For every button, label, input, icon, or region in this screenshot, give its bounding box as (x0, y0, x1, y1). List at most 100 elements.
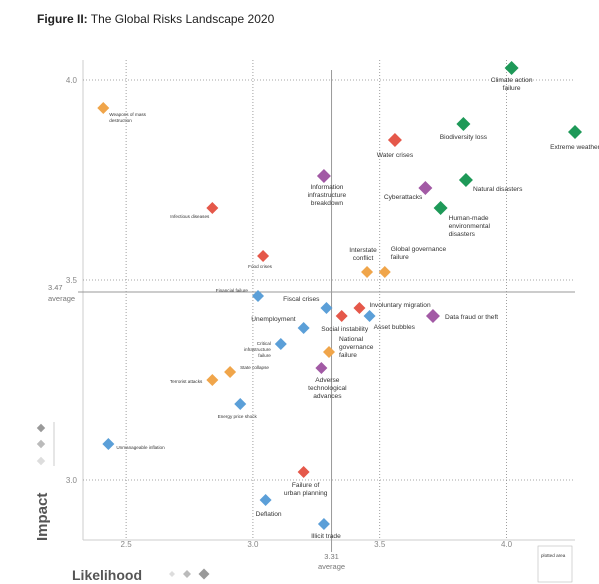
label-line: National (339, 336, 364, 343)
legend-likelihood-diamond (169, 571, 175, 577)
label-interstate-conflict: Interstate conflict (349, 247, 377, 262)
label-line: Illicit trade (311, 533, 341, 540)
point-interstate-conflict (361, 266, 374, 278)
label-line: Cyberattacks (384, 194, 423, 201)
x-average-label: 3.31 (324, 552, 339, 561)
x-tick-label: 3.5 (374, 540, 386, 549)
label-terrorist-attacks: Terrorist attacks (170, 379, 203, 384)
point-information-infrastructure-breakdown (316, 169, 331, 183)
point-human-made-environmental-disasters (433, 201, 448, 215)
label-line: Weapons of mass (109, 112, 146, 117)
label-line: infrastructure (244, 347, 271, 352)
label-critical-infrastructure-failure: Critical infrastructure failure (244, 341, 271, 358)
label-state-collapse: State collapse (240, 365, 269, 370)
point-illicit-trade (317, 518, 330, 530)
figure-title-text: The Global Risks Landscape 2020 (90, 12, 275, 26)
point-state-collapse (224, 366, 237, 378)
label-food-crises: Food crises (248, 264, 272, 269)
label-line: disasters (449, 231, 476, 238)
label-line: destruction (109, 118, 132, 123)
label-line: failure (339, 352, 357, 359)
label-fiscal-crises: Fiscal crises (283, 296, 320, 303)
label-line: Fiscal crises (283, 296, 320, 303)
point-climate-action-failure (504, 61, 519, 75)
label-line: governance (339, 344, 374, 351)
label-biodiversity-loss: Biodiversity loss (440, 134, 488, 141)
point-extreme-weather (568, 125, 582, 139)
label-climate-action-failure: Climate action failure (491, 77, 533, 92)
point-cyberattacks (418, 181, 433, 195)
point-global-governance-failure (378, 266, 391, 278)
point-weapons-of-mass-destruction (97, 102, 110, 114)
label-line: Climate action (491, 77, 533, 84)
label-line: Unmanageable inflation (116, 445, 165, 450)
y-average-label: 3.47 (48, 283, 63, 292)
label-line: urban planning (284, 490, 328, 497)
point-social-instability (335, 310, 348, 322)
point-failure-of-urban-planning (297, 466, 310, 478)
label-line: Terrorist attacks (170, 379, 203, 384)
label-involuntary-migration: Involuntary migration (369, 302, 431, 309)
figure-title: Figure II: The Global Risks Landscape 20… (37, 12, 274, 26)
point-deflation (259, 494, 272, 506)
label-global-governance-failure: Global governance failure (391, 246, 447, 261)
label-weapons-of-mass-destruction: Weapons of mass destruction (109, 112, 146, 123)
point-fiscal-crises (320, 302, 333, 314)
label-line: Financial failure (216, 288, 249, 293)
label-line: Interstate (349, 247, 377, 254)
label-information-infrastructure-breakdown: Information infrastructure breakdown (308, 184, 347, 207)
y-tick-label: 3.0 (66, 476, 78, 485)
x-tick-label: 4.0 (501, 540, 513, 549)
label-cyberattacks: Cyberattacks (384, 194, 423, 201)
point-infectious-diseases (206, 202, 219, 214)
point-unmanageable-inflation (102, 438, 115, 450)
label-line: Infectious diseases (170, 214, 210, 219)
point-asset-bubbles (363, 310, 376, 322)
label-adverse-technological-advances: Adverse technological advances (308, 377, 347, 400)
label-line: Critical (257, 341, 271, 346)
label-human-made-environmental-disasters: Human-made environmental disasters (449, 215, 491, 238)
label-line: failure (258, 353, 271, 358)
label-unemployment: Unemployment (251, 316, 296, 323)
label-line: Involuntary migration (369, 302, 431, 309)
label-line: State collapse (240, 365, 269, 370)
label-failure-of-urban-planning: Failure of urban planning (284, 482, 328, 497)
point-critical-infrastructure-failure (274, 338, 287, 350)
legend-impact-diamond (36, 439, 46, 449)
point-unemployment (297, 322, 310, 334)
x-average-sublabel: average (318, 562, 345, 571)
y-average-sublabel: average (48, 294, 75, 303)
label-unmanageable-inflation: Unmanageable inflation (116, 445, 165, 450)
label-line: advances (313, 393, 342, 400)
point-water-crises (387, 133, 402, 147)
point-terrorist-attacks (206, 374, 219, 386)
label-line: Failure of (292, 482, 320, 489)
x-tick-label: 2.5 (121, 540, 133, 549)
point-biodiversity-loss (456, 117, 471, 131)
label-national-governance-failure: National governance failure (339, 336, 374, 359)
point-involuntary-migration (353, 302, 366, 314)
point-energy-price-shock (234, 398, 247, 410)
plotted-area-note: plotted area (541, 553, 566, 558)
label-extreme-weather: Extreme weather (550, 144, 599, 151)
legend-impact-diamond (36, 423, 46, 433)
label-deflation: Deflation (256, 511, 282, 518)
label-line: Extreme weather (550, 144, 599, 151)
legend-likelihood-diamond (198, 568, 210, 580)
x-tick-label: 3.0 (247, 540, 259, 549)
label-line: Water crises (377, 152, 414, 159)
label-line: failure (391, 254, 409, 261)
point-adverse-technological-advances (315, 362, 328, 374)
label-line: Information (310, 184, 343, 191)
label-line: Data fraud or theft (445, 314, 498, 321)
label-line: Asset bubbles (374, 324, 416, 331)
label-natural-disasters: Natural disasters (473, 186, 523, 193)
label-line: failure (503, 85, 521, 92)
label-data-fraud-or-theft: Data fraud or theft (445, 314, 498, 321)
label-line: Global governance (391, 246, 447, 253)
x-axis-title: Likelihood (72, 567, 142, 583)
label-line: Adverse (315, 377, 340, 384)
point-food-crises (257, 250, 270, 262)
legend-likelihood-diamond (183, 570, 191, 578)
